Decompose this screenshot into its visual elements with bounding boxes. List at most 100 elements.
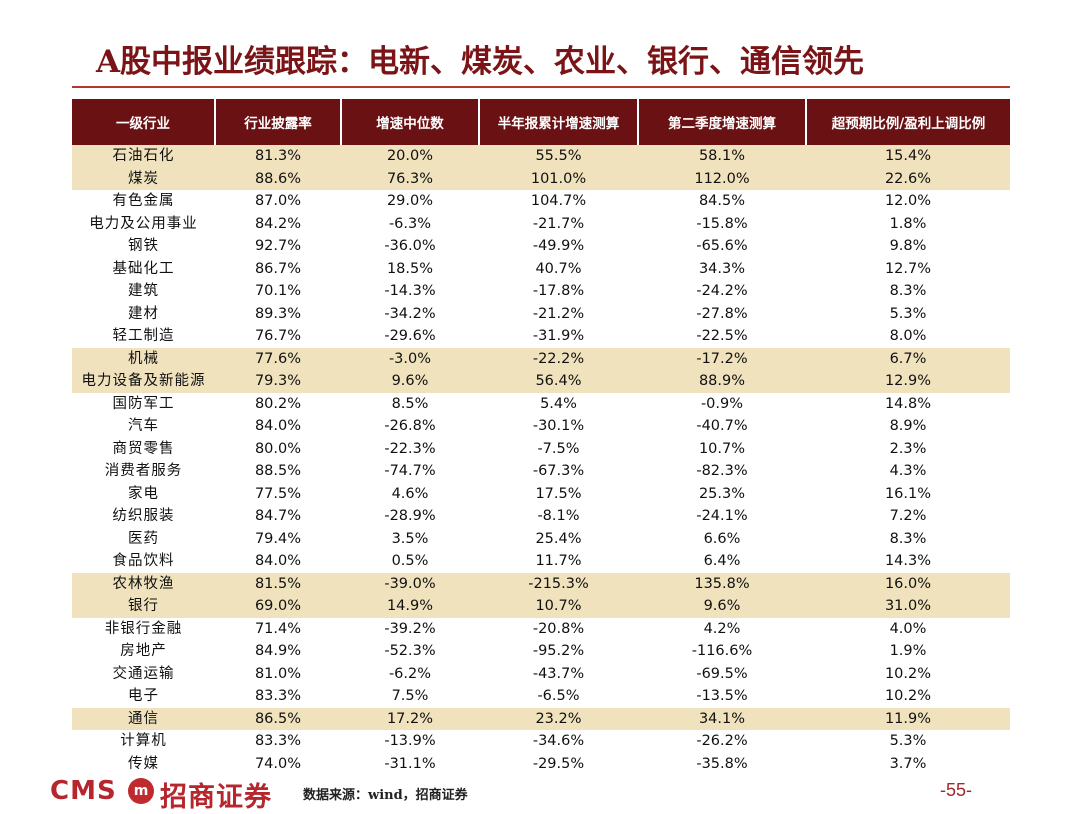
industry-name-cell: 传媒 (128, 755, 159, 772)
page-title: A股中报业绩跟踪：电新、煤炭、农业、银行、通信领先 (96, 44, 865, 80)
value-cell: 8.0% (889, 328, 927, 344)
value-cell: -15.8% (696, 215, 748, 232)
table-row: 医药 79.4% 3.5% 25.4% 6.6% 8.3% (72, 528, 1010, 551)
industry-name-cell: 电子 (128, 688, 159, 704)
data-source: 数据来源：wind，招商证券 (303, 788, 468, 803)
industry-name-cell: 计算机 (120, 733, 167, 749)
value-cell: 25.3% (698, 485, 746, 502)
header-q2-growth: 第二季度增速测算 (637, 99, 806, 145)
value-cell: 56.4% (479, 370, 638, 393)
value-cell: -31.1% (384, 755, 436, 772)
value-cell: -28.9% (384, 508, 436, 524)
value-cell: -39.2% (384, 620, 436, 637)
value-cell: -22.2% (479, 347, 638, 370)
value-cell: 76.7% (254, 328, 302, 344)
table-row: 房地产 84.9% -52.3% -95.2% -116.6% 1.9% (72, 640, 1010, 663)
table-row: 有色金属 87.0% 29.0% 104.7% 84.5% 12.0% (72, 190, 1010, 213)
table-row: 通信 86.5% 17.2% 23.2% 34.1% 11.9% (72, 707, 1010, 730)
value-cell: 77.6% (215, 347, 341, 370)
industry-name-cell: 银行 (72, 595, 215, 618)
table-row: 机械 77.6% -3.0% -22.2% -17.2% 6.7% (72, 347, 1010, 370)
table-row: 纺织服装 84.7% -28.9% -8.1% -24.1% 7.2% (72, 505, 1010, 528)
title-divider (72, 86, 1010, 88)
header-h1-growth: 半年报累计增速测算 (478, 99, 638, 145)
value-cell: 84.0% (254, 418, 302, 434)
industry-name-cell: 房地产 (120, 643, 167, 659)
value-cell: -30.1% (532, 418, 585, 434)
value-cell: -3.0% (341, 347, 479, 370)
value-cell: 81.0% (254, 665, 302, 682)
table-row: 煤炭 88.6% 76.3% 101.0% 112.0% 22.6% (72, 167, 1010, 190)
header-industry: 一级行业 (72, 99, 215, 145)
table-row: 国防军工 80.2% 8.5% 5.4% -0.9% 14.8% (72, 393, 1010, 416)
industry-name-cell: 食品饮料 (112, 553, 175, 569)
industry-name-cell: 国防军工 (112, 395, 175, 412)
industry-name-cell: 煤炭 (72, 167, 215, 190)
value-cell: 74.0% (254, 755, 302, 772)
value-cell: 6.4% (703, 553, 741, 569)
company-logo: CMS m 招商证券 (50, 775, 290, 813)
table-row: 消费者服务 88.5% -74.7% -67.3% -82.3% 4.3% (72, 460, 1010, 483)
value-cell: 7.5% (391, 688, 429, 704)
table-row: 交通运输 81.0% -6.2% -43.7% -69.5% 10.2% (72, 663, 1010, 686)
value-cell: -13.9% (384, 733, 436, 749)
table-row: 轻工制造 76.7% -29.6% -31.9% -22.5% 8.0% (72, 325, 1010, 348)
value-cell: 88.9% (638, 370, 806, 393)
value-cell: 10.2% (884, 688, 932, 704)
table-header-row: 一级行业 行业披露率 增速中位数 半年报累计增速测算 第二季度增速测算 超预期比… (72, 99, 1010, 145)
earnings-table-container: 一级行业 行业披露率 增速中位数 半年报累计增速测算 第二季度增速测算 超预期比… (72, 99, 1010, 775)
value-cell: 22.6% (806, 167, 1010, 190)
value-cell: 6.7% (806, 347, 1010, 370)
earnings-table: 一级行业 行业披露率 增速中位数 半年报累计增速测算 第二季度增速测算 超预期比… (72, 99, 1010, 775)
value-cell: 17.5% (535, 485, 582, 502)
value-cell: 1.8% (889, 215, 927, 232)
table-row: 食品饮料 84.0% 0.5% 11.7% 6.4% 14.3% (72, 550, 1010, 573)
value-cell: -34.6% (532, 733, 585, 749)
value-cell: 101.0% (479, 167, 638, 190)
value-cell: 8.3% (889, 530, 927, 547)
value-cell: 12.9% (806, 370, 1010, 393)
table-row: 汽车 84.0% -26.8% -30.1% -40.7% 8.9% (72, 415, 1010, 438)
value-cell: 58.1% (638, 145, 806, 168)
industry-name-cell: 商贸零售 (112, 440, 175, 457)
page-number: -55- (940, 780, 973, 800)
value-cell: -14.3% (384, 283, 436, 299)
industry-name-cell: 轻工制造 (112, 328, 175, 344)
table-row: 商贸零售 80.0% -22.3% -7.5% 10.7% 2.3% (72, 438, 1010, 461)
value-cell: -116.6% (691, 643, 753, 659)
value-cell: 34.3% (698, 260, 746, 277)
value-cell: 34.1% (638, 707, 806, 730)
industry-name-cell: 建材 (128, 305, 159, 322)
header-beat-ratio: 超预期比例/盈利上调比例 (805, 99, 1010, 145)
value-cell: -29.6% (384, 328, 436, 344)
table-row: 电力及公用事业 84.2% -6.3% -21.7% -15.8% 1.8% (72, 213, 1010, 236)
value-cell: 14.9% (341, 595, 479, 618)
value-cell: 89.3% (254, 305, 302, 322)
table-row: 农林牧渔 81.5% -39.0% -215.3% 135.8% 16.0% (72, 572, 1010, 595)
value-cell: 81.3% (215, 145, 341, 168)
value-cell: 5.3% (889, 733, 927, 749)
value-cell: -69.5% (696, 665, 748, 682)
value-cell: 25.4% (535, 530, 582, 547)
value-cell: 86.7% (254, 260, 302, 277)
value-cell: 5.3% (889, 305, 927, 322)
value-cell: -27.8% (696, 305, 748, 322)
table-row: 银行 69.0% 14.9% 10.7% 9.6% 31.0% (72, 595, 1010, 618)
industry-name-cell: 建筑 (128, 283, 159, 299)
value-cell: -36.0% (384, 238, 436, 254)
value-cell: -82.3% (696, 463, 748, 479)
value-cell: -0.9% (700, 395, 744, 412)
value-cell: 9.6% (638, 595, 806, 618)
value-cell: -34.2% (384, 305, 436, 322)
table-body: 石油石化 81.3% 20.0% 55.5% 58.1% 15.4% 煤炭 88.6% 76.3… (72, 145, 1010, 775)
value-cell: 4.0% (889, 620, 927, 637)
value-cell: 84.0% (254, 553, 302, 569)
value-cell: -74.7% (384, 463, 436, 479)
value-cell: 0.5% (391, 553, 429, 569)
value-cell: -95.2% (532, 643, 585, 659)
value-cell: 55.5% (479, 145, 638, 168)
industry-name-cell: 家电 (128, 485, 159, 502)
industry-name-cell: 有色金属 (112, 193, 175, 209)
value-cell: -7.5% (537, 440, 580, 457)
value-cell: 84.2% (254, 215, 302, 232)
